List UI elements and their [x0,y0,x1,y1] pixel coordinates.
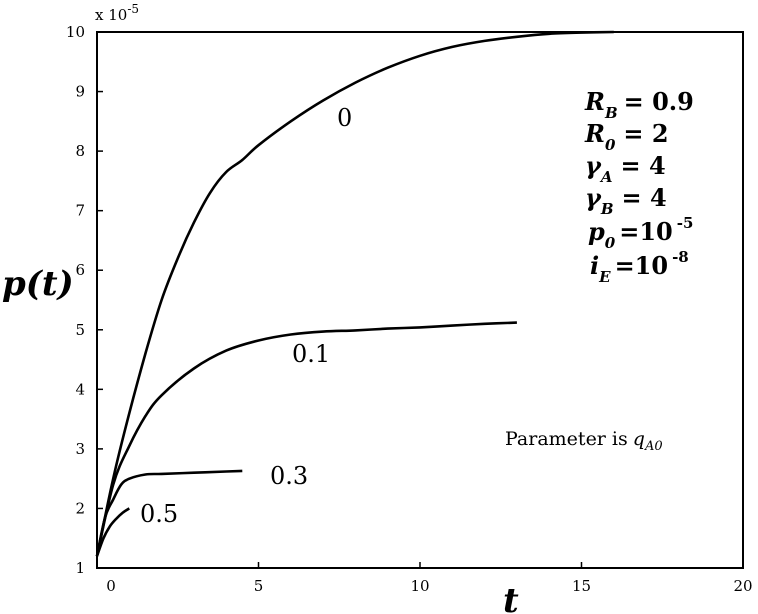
series-line-0.1 [95,321,517,557]
curve-label-0.5: 0.5 [140,500,178,528]
y-tick-label: 6 [75,261,85,279]
x-tick-label: 10 [410,577,429,595]
curve-label-0.3: 0.3 [270,462,308,490]
x-tick-label: 15 [572,577,591,595]
parameter-annotations: RB = 0.9 R0 = 2 γA = 4 γB = 4 p0 =10 -5 iE =10-… [505,87,694,454]
annotation-ie: iE =10 -8 [590,248,689,286]
series-line-0.3 [95,469,243,557]
y-axis-ticks: 1 2 3 4 5 6 7 8 9 10 [66,23,103,577]
annotation-rb: RB = 0.9 [584,87,694,122]
curve-label-0: 0 [337,104,352,132]
y-tick-label: 1 [75,559,85,577]
y-tick-label: 3 [75,440,85,458]
y-scale-factor: x 10-5 [95,2,139,24]
annotation-p0: p0 =10 -5 [588,214,693,252]
parameter-note: Parameter is qA0 [505,428,663,454]
y-tick-label: 4 [75,380,85,398]
y-tick-label: 7 [75,202,85,220]
x-axis-label: t [503,581,519,614]
series-line-0 [95,30,614,557]
x-axis-ticks: 0 5 10 15 20 [96,562,753,595]
annotation-gamma-b: γB = 4 [585,183,667,218]
series-line-0.5 [95,507,130,557]
y-tick-label: 8 [75,142,85,160]
curve-label-0.1: 0.1 [292,340,330,368]
series-lines [95,30,614,557]
y-tick-label: 2 [75,499,85,517]
y-axis-label: p(t) [2,264,74,304]
x-tick-label: 20 [733,577,752,595]
y-tick-label: 5 [75,321,85,339]
y-tick-label: 9 [75,83,85,101]
annotation-gamma-a: γA = 4 [585,151,666,186]
y-tick-label: 10 [66,23,85,41]
annotation-r0: R0 = 2 [584,119,669,154]
x-tick-label: 0 [106,577,116,595]
x-tick-label: 5 [254,577,264,595]
